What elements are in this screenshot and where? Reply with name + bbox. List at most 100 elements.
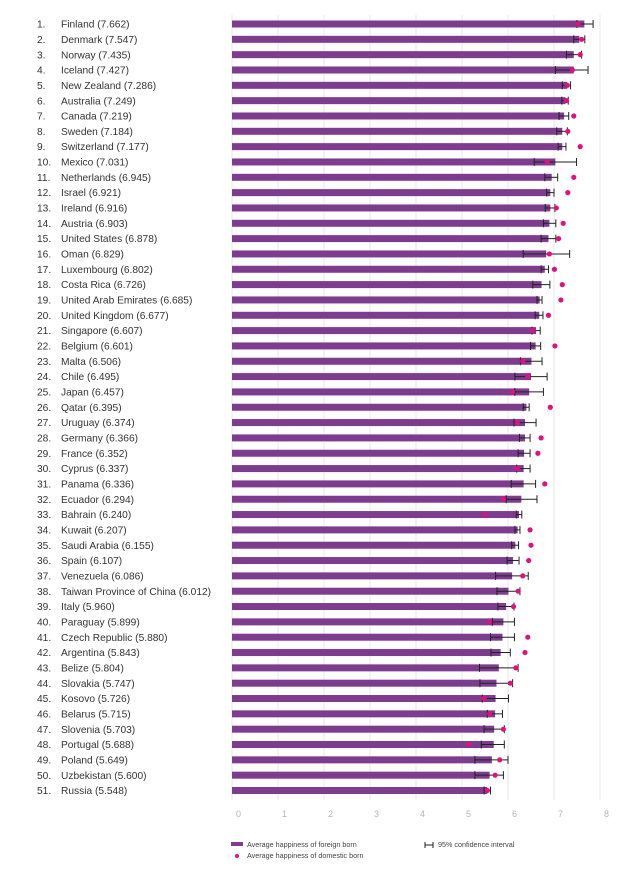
foreign-born-bar bbox=[232, 250, 547, 258]
chart-row: 27. Uruguay (6.374) bbox=[37, 418, 537, 429]
foreign-born-bar bbox=[232, 434, 526, 442]
foreign-born-bar bbox=[232, 480, 524, 488]
country-label: Australia (7.249) bbox=[61, 96, 136, 107]
foreign-born-bar bbox=[232, 51, 574, 59]
foreign-born-bar bbox=[232, 649, 501, 657]
rank-label: 12. bbox=[37, 188, 51, 199]
rank-label: 27. bbox=[37, 418, 51, 429]
foreign-born-bar bbox=[232, 388, 530, 396]
confidence-interval bbox=[506, 556, 520, 565]
rank-label: 10. bbox=[37, 158, 51, 169]
rank-label: 1. bbox=[37, 20, 46, 31]
foreign-born-bar bbox=[232, 403, 527, 411]
domestic-born-dot bbox=[527, 527, 533, 533]
country-label: Netherlands (6.945) bbox=[61, 173, 151, 184]
country-label: Luxembourg (6.802) bbox=[61, 265, 153, 276]
rank-label: 46. bbox=[37, 709, 51, 720]
rank-label: 18. bbox=[37, 280, 51, 291]
confidence-interval bbox=[533, 157, 578, 166]
country-label: Portugal (5.688) bbox=[61, 740, 134, 751]
foreign-born-bar bbox=[232, 173, 552, 181]
chart-row: 13. Ireland (6.916) bbox=[37, 204, 559, 215]
country-label: Venezuela (6.086) bbox=[61, 571, 144, 582]
domestic-born-dot bbox=[514, 419, 520, 426]
foreign-born-bar bbox=[232, 311, 540, 319]
x-tick-label-0: 0 bbox=[236, 809, 241, 819]
country-label: Kosovo (5.726) bbox=[61, 694, 130, 705]
rank-label: 39. bbox=[37, 602, 51, 613]
foreign-born-bar bbox=[232, 66, 574, 74]
foreign-born-bar bbox=[232, 557, 514, 565]
domestic-born-dot bbox=[538, 435, 544, 441]
domestic-born-dot bbox=[571, 113, 577, 119]
rank-label: 40. bbox=[37, 617, 51, 628]
rank-label: 19. bbox=[37, 296, 51, 307]
confidence-interval bbox=[490, 633, 515, 642]
rank-label: 47. bbox=[37, 725, 51, 736]
country-label: Mexico (7.031) bbox=[61, 158, 128, 169]
foreign-born-bar bbox=[232, 603, 507, 611]
chart-row: 2. Denmark (7.547) bbox=[37, 35, 586, 46]
foreign-born-bar bbox=[232, 695, 496, 703]
x-axis-tick-labels: 0 1 2 3 4 5 6 7 8 bbox=[236, 809, 609, 819]
confidence-interval bbox=[540, 234, 557, 243]
confidence-interval bbox=[519, 433, 531, 442]
chart-row: 30. Cyprus (6.337) bbox=[37, 464, 531, 475]
rank-label: 4. bbox=[37, 66, 46, 77]
domestic-born-dot bbox=[481, 695, 487, 702]
chart-row: 14. Austria (6.903) bbox=[37, 219, 566, 230]
country-label: Argentina (5.843) bbox=[61, 648, 140, 659]
foreign-born-bar bbox=[232, 296, 540, 304]
legend-foreign-label: Average happiness of foreign born bbox=[247, 840, 357, 849]
foreign-born-bar bbox=[232, 449, 525, 457]
chart-row: 9. Switzerland (7.177) bbox=[37, 142, 583, 153]
domestic-born-dot bbox=[577, 52, 583, 58]
chart-row: 49. Poland (5.649) bbox=[37, 755, 509, 766]
legend-domestic-dot bbox=[235, 854, 239, 858]
country-label: Israel (6.921) bbox=[61, 188, 121, 199]
chart-row: 50. Uzbekistan (5.600) bbox=[37, 771, 504, 782]
foreign-born-bar bbox=[232, 81, 568, 89]
rank-label: 29. bbox=[37, 449, 51, 460]
confidence-interval bbox=[517, 449, 531, 458]
domestic-born-dot bbox=[547, 404, 553, 410]
chart-row: 51. Russia (5.548) bbox=[37, 786, 492, 797]
chart-row: 17. Luxembourg (6.802) bbox=[37, 265, 558, 276]
confidence-interval bbox=[530, 341, 542, 350]
rank-label: 8. bbox=[37, 127, 46, 138]
rank-label: 16. bbox=[37, 250, 51, 261]
foreign-born-bar bbox=[232, 756, 492, 764]
foreign-born-bar bbox=[232, 725, 495, 733]
chart-row: 33. Bahrain (6.240) bbox=[37, 510, 523, 521]
domestic-born-dot bbox=[559, 282, 565, 288]
confidence-interval bbox=[540, 265, 549, 274]
chart-row: 48. Portugal (5.688) bbox=[37, 740, 505, 751]
confidence-interval bbox=[536, 295, 543, 304]
domestic-born-dot bbox=[525, 373, 531, 380]
country-label: Paraguay (5.899) bbox=[61, 617, 140, 628]
domestic-born-dot bbox=[575, 21, 581, 27]
rank-label: 3. bbox=[37, 50, 46, 61]
x-tick-label-3: 3 bbox=[374, 809, 379, 819]
country-label: Poland (5.649) bbox=[61, 755, 128, 766]
chart-row: 16. Oman (6.829) bbox=[37, 250, 571, 261]
country-label: Slovakia (5.747) bbox=[61, 679, 135, 690]
country-label: Panama (6.336) bbox=[61, 480, 134, 491]
confidence-interval bbox=[510, 479, 537, 488]
chart-row: 24. Chile (6.495) bbox=[37, 372, 548, 383]
country-label: Sweden (7.184) bbox=[61, 127, 133, 138]
country-label: Belarus (5.715) bbox=[61, 709, 131, 720]
domestic-born-dot bbox=[571, 174, 577, 180]
domestic-born-dot bbox=[482, 511, 488, 518]
chart-row: 34. Kuwait (6.207) bbox=[37, 525, 533, 536]
rank-label: 28. bbox=[37, 434, 51, 445]
chart-row: 10. Mexico (7.031) bbox=[37, 157, 578, 169]
country-label: Ecuador (6.294) bbox=[61, 495, 134, 506]
country-label: Germany (6.366) bbox=[61, 434, 138, 445]
domestic-born-dot bbox=[500, 496, 506, 502]
country-label: Spain (6.107) bbox=[61, 556, 122, 567]
chart-row: 46. Belarus (5.715) bbox=[37, 709, 503, 720]
domestic-born-dot bbox=[492, 772, 498, 778]
domestic-born-dot bbox=[500, 726, 506, 732]
